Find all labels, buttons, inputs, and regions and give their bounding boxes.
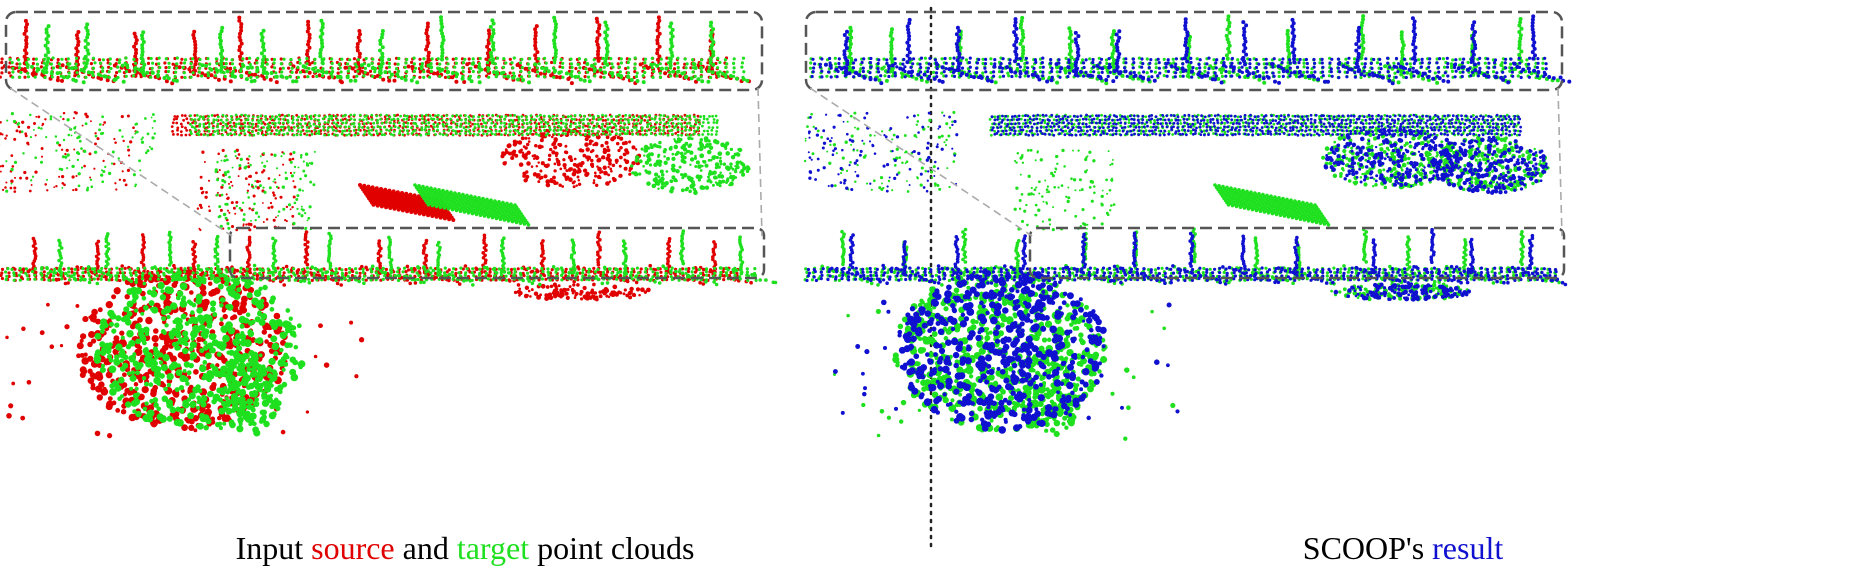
caption-source-word: source (311, 530, 395, 566)
leader-line-right (1558, 88, 1562, 236)
caption-target-word: target (457, 530, 529, 566)
leader-line-right (758, 88, 762, 236)
right-panel-scoop-result (804, 12, 1572, 441)
caption-result-prefix: SCOOP's (1303, 530, 1432, 566)
caption-input-prefix: Input (236, 530, 312, 566)
caption-result: SCOOP's result (940, 528, 1866, 568)
caption-input: Input source and target point clouds (0, 528, 930, 568)
leader-line-left (810, 88, 1032, 236)
caption-input-middle: and (395, 530, 457, 566)
target-cloud (4, 15, 777, 436)
leader-line-left (10, 88, 232, 236)
zoom-frame (806, 12, 1562, 90)
left-panel-input-clouds (0, 12, 777, 438)
caption-input-suffix: point clouds (529, 530, 694, 566)
caption-result-word: result (1432, 530, 1503, 566)
